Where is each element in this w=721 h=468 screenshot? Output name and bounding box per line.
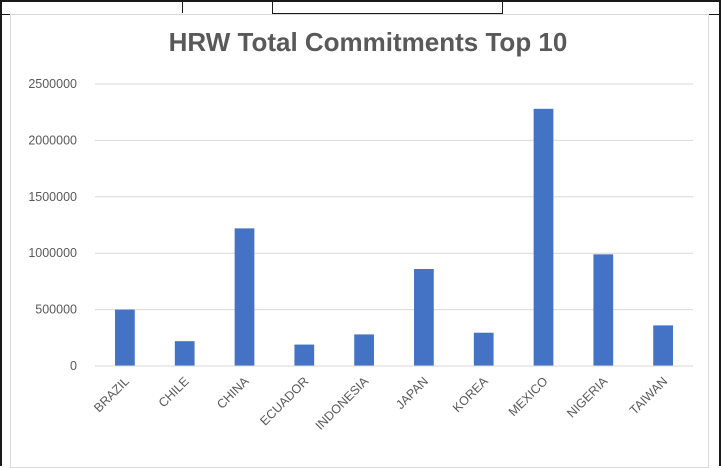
bars [115, 108, 673, 366]
x-tick-label: BRAZIL [91, 374, 132, 415]
bar-ecuador [294, 344, 315, 366]
bar-korea [473, 332, 494, 366]
bar-indonesia [354, 334, 374, 366]
x-tick-label: CHILE [156, 374, 192, 410]
x-tick-label: MEXICO [506, 374, 551, 419]
x-tick-label: CHINA [214, 374, 252, 412]
bar-japan [414, 268, 434, 366]
grid-lines [95, 83, 693, 311]
bar-taiwan [653, 325, 673, 366]
y-axis-ticks: 0 500000 1000000 1500000 2000000 2500000 [28, 77, 77, 373]
y-tick-label: 0 [70, 359, 77, 373]
x-tick-label: TAIWAN [627, 374, 670, 417]
y-tick-label: 500000 [35, 303, 77, 317]
top-strip-cell [182, 2, 273, 13]
bar-mexico [533, 108, 554, 366]
x-tick-label: INDONESIA [313, 374, 372, 433]
x-tick-label: NIGERIA [564, 374, 611, 421]
bar-brazil [115, 309, 135, 366]
y-tick-label: 2000000 [28, 133, 77, 147]
bar-nigeria [593, 254, 614, 366]
chart-title: HRW Total Commitments Top 10 [169, 27, 568, 57]
y-tick-label: 1500000 [28, 190, 77, 204]
y-tick-label: 1000000 [28, 246, 77, 260]
chart-panel: HRW Total Commitments Top 10 0 500000 1000… [10, 14, 709, 468]
y-tick-label: 2500000 [28, 77, 77, 91]
bar-china [234, 228, 255, 366]
bar-chile [174, 341, 195, 366]
bar-chart: HRW Total Commitments Top 10 0 500000 1000… [28, 27, 693, 433]
x-axis-ticks: BRAZIL CHILE CHINA ECUADOR INDONESIA JAPAN KOR… [91, 374, 670, 433]
x-tick-label: JAPAN [393, 374, 431, 412]
x-tick-label: KOREA [450, 374, 491, 415]
top-strip-cell [2, 2, 183, 13]
x-tick-label: ECUADOR [257, 374, 311, 428]
